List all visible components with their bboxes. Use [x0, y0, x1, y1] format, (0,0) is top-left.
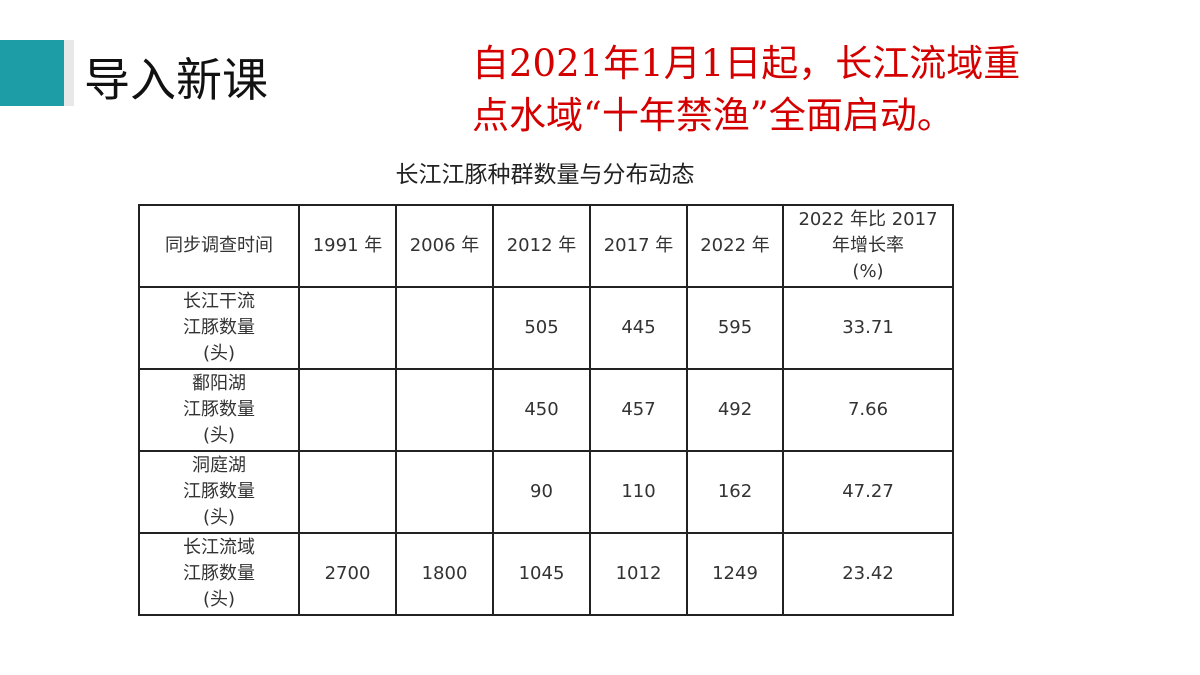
row-label-line: 洞庭湖: [192, 455, 246, 476]
table-cell-text: 1800: [421, 563, 468, 584]
header-cell-line: 2017 年: [603, 235, 674, 256]
table-cell: 1800: [395, 532, 494, 616]
header-cell: 2017 年: [589, 204, 688, 288]
row-label-line: 长江干流: [183, 291, 255, 312]
row-label-line: (头): [202, 343, 236, 364]
table-cell: 595: [686, 286, 784, 370]
table-cell-text: 90: [530, 481, 553, 502]
table-cell-text: 445: [621, 317, 656, 338]
table-cell: 23.42: [782, 532, 954, 616]
table-cell: 445: [589, 286, 688, 370]
table-cell: 450: [492, 368, 591, 452]
table-cell: [298, 450, 397, 534]
row-label: 长江干流江豚数量 (头): [138, 286, 300, 370]
row-label: 洞庭湖江豚数量 (头): [138, 450, 300, 534]
accent-block: [0, 40, 64, 106]
table-cell: [395, 286, 494, 370]
table-cell-text: 450: [524, 399, 559, 420]
table-cell-text: 7.66: [847, 399, 889, 420]
header-row: 同步调查时间 1991 年 2006 年 2012 年 2017 年 2022 年 2022…: [138, 204, 954, 288]
table-cell-text: 110: [621, 481, 656, 502]
table-cell: 492: [686, 368, 784, 452]
table-cell-text: 1012: [615, 563, 662, 584]
table-cell: 33.71: [782, 286, 954, 370]
header-cell-line: 同步调查时间: [165, 235, 273, 256]
table-cell: 1012: [589, 532, 688, 616]
table-title: 长江江豚种群数量与分布动态: [138, 148, 952, 202]
header-cell: 2022 年: [686, 204, 784, 288]
header-cell-line: 1991 年: [312, 235, 383, 256]
table-cell: [395, 368, 494, 452]
table-cell: 457: [589, 368, 688, 452]
table-cell: 162: [686, 450, 784, 534]
header-cell-line: 2006 年: [409, 235, 480, 256]
header-cell: 同步调查时间: [138, 204, 300, 288]
row-label-line: 江豚数量: [183, 481, 255, 502]
row-label-line: (头): [202, 425, 236, 446]
table-cell-text: 23.42: [842, 563, 894, 584]
table-cell-text: 505: [524, 317, 559, 338]
table-cell-text: 33.71: [842, 317, 894, 338]
header-cell: 2012 年: [492, 204, 591, 288]
row-label-line: (头): [202, 589, 236, 610]
row-label-line: 江豚数量: [183, 563, 255, 584]
row-label: 长江流域江豚数量 (头): [138, 532, 300, 616]
table-row: 洞庭湖江豚数量 (头) 90 110 162 47.27: [138, 450, 954, 534]
table-cell: 110: [589, 450, 688, 534]
table-cell: [298, 368, 397, 452]
table-row: 鄱阳湖江豚数量 (头) 450 457 492 7.66: [138, 368, 954, 452]
table-cell: [298, 286, 397, 370]
table-cell-text: 492: [717, 399, 753, 420]
table-cell: 47.27: [782, 450, 954, 534]
table-row: 长江干流江豚数量 (头) 505 445 595 33.71: [138, 286, 954, 370]
table-cell: 7.66: [782, 368, 954, 452]
row-label-line: 长江流域: [183, 537, 255, 558]
table-cell-text: 2700: [324, 563, 371, 584]
header-cell: 2022 年比 2017 年增长率 (%): [782, 204, 954, 288]
row-label: 鄱阳湖江豚数量 (头): [138, 368, 300, 452]
table-cell: 2700: [298, 532, 397, 616]
header-cell-line: 2012 年: [506, 235, 577, 256]
table-cell: 1045: [492, 532, 591, 616]
slide-title: 导入新课: [84, 53, 268, 107]
accent-shadow: [64, 40, 74, 106]
data-table: 同步调查时间 1991 年 2006 年 2012 年 2017 年 2022 年 2022…: [138, 204, 954, 616]
table-cell: 505: [492, 286, 591, 370]
table-cell-text: 457: [621, 399, 656, 420]
row-label-line: (头): [202, 507, 236, 528]
header-cell-line: 年增长率: [832, 235, 904, 256]
table-cell-text: 1249: [712, 563, 758, 584]
header-cell: 1991 年: [298, 204, 397, 288]
header-cell-line: 2022 年: [700, 235, 770, 256]
row-label-line: 江豚数量: [183, 399, 255, 420]
notice-line: 点水域“十年禁渔”全面启动。: [472, 94, 954, 137]
table-cell-text: 47.27: [842, 481, 894, 502]
notice: 自2021年1月1日起，长江流域重 点水域“十年禁渔”全面启动。: [472, 38, 1020, 142]
table-row: 长江流域江豚数量 (头) 2700 1800 1045 1012 1249 23.42: [138, 532, 954, 616]
row-label-line: 鄱阳湖: [192, 373, 246, 394]
table-cell: 1249: [686, 532, 784, 616]
header-cell: 2006 年: [395, 204, 494, 288]
row-label-line: 江豚数量: [183, 317, 255, 338]
table-cell: 90: [492, 450, 591, 534]
header-cell-line: 2022 年比 2017: [798, 209, 938, 230]
notice-line: 自2021年1月1日起，长江流域重: [472, 42, 1021, 85]
table-cell-text: 162: [717, 481, 753, 502]
header-cell-line: (%): [852, 261, 884, 282]
table-cell-text: 1045: [518, 563, 565, 584]
table-cell-text: 595: [717, 317, 753, 338]
table-cell: [395, 450, 494, 534]
